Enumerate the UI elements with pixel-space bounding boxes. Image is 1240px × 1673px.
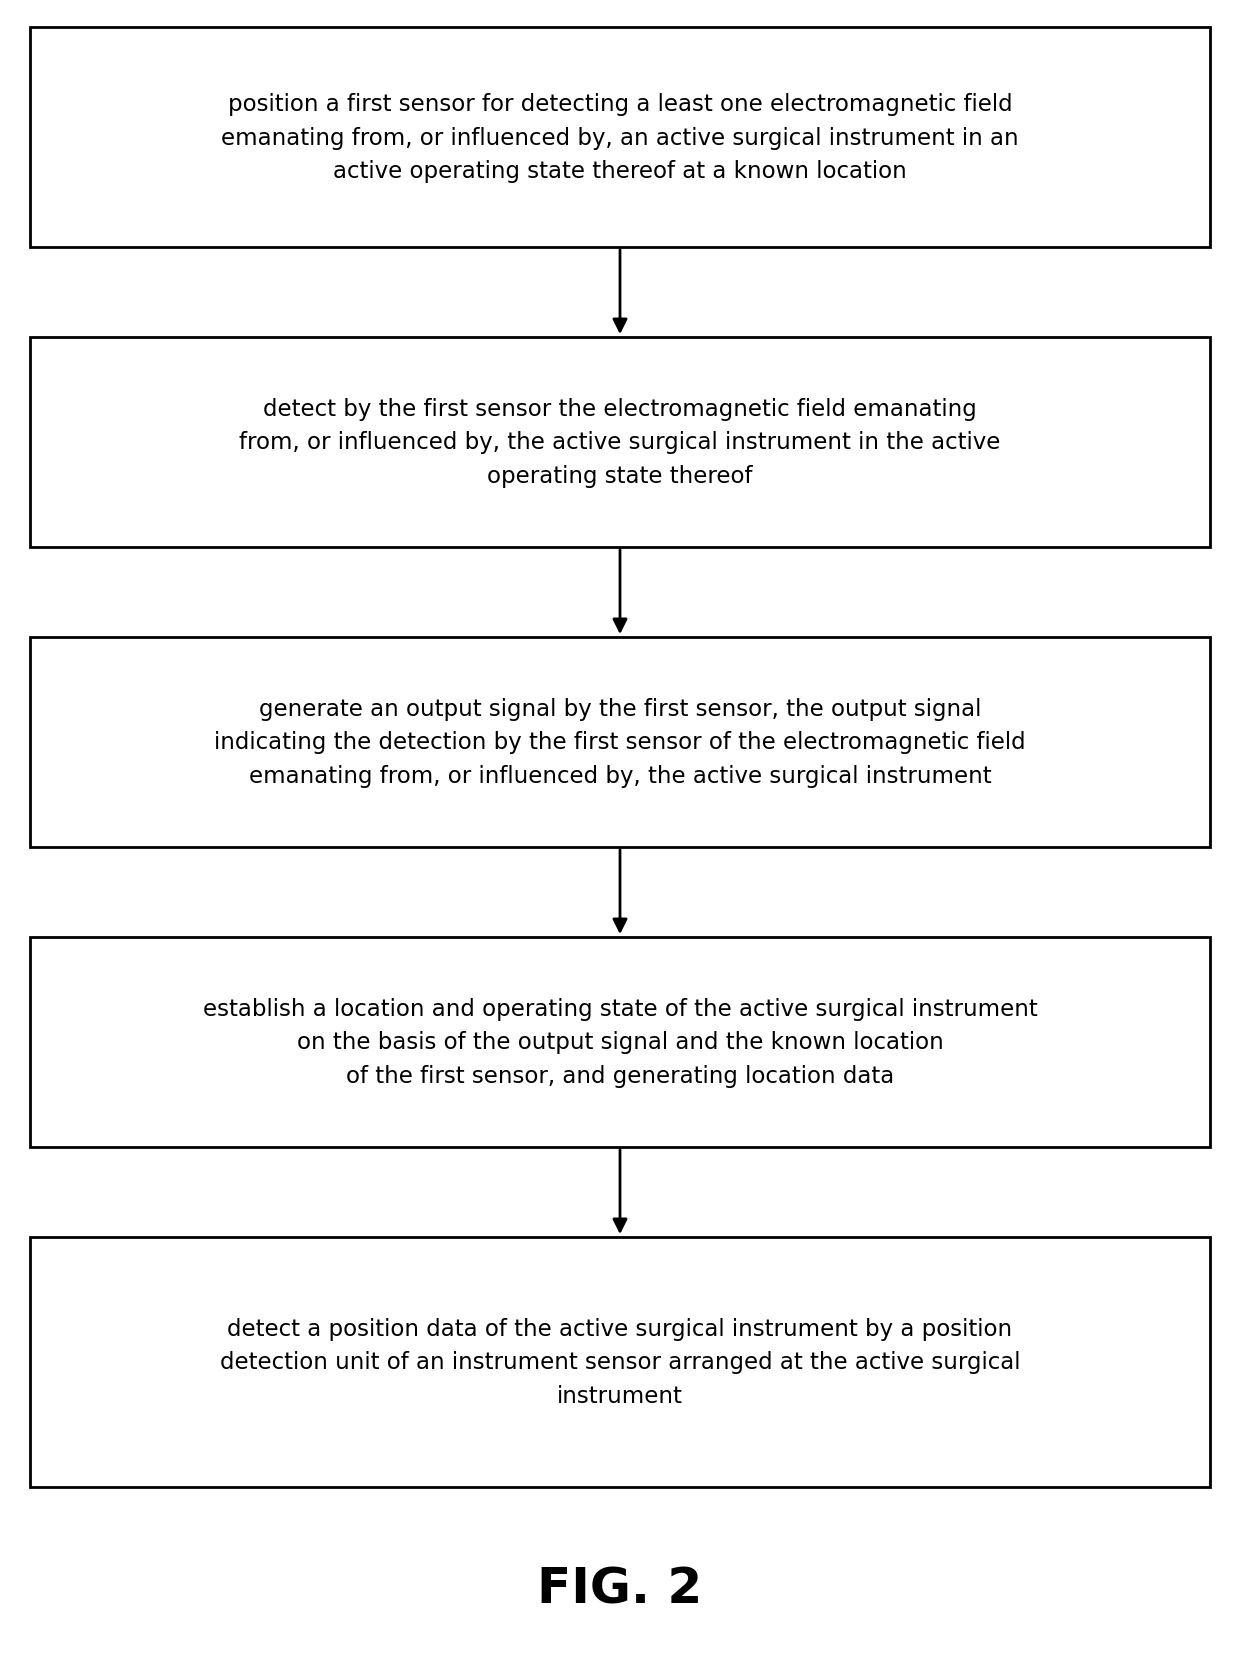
Text: generate an output signal by the first sensor, the output signal
indicating the : generate an output signal by the first s… <box>215 698 1025 788</box>
Text: detect a position data of the active surgical instrument by a position
detection: detect a position data of the active sur… <box>219 1317 1021 1407</box>
Bar <box>30 28 1210 248</box>
Text: establish a location and operating state of the active surgical instrument
on th: establish a location and operating state… <box>202 997 1038 1087</box>
Bar <box>30 1238 1210 1487</box>
Bar <box>30 637 1210 848</box>
Bar <box>30 937 1210 1148</box>
Text: detect by the first sensor the electromagnetic field emanating
from, or influenc: detect by the first sensor the electroma… <box>239 398 1001 489</box>
Text: FIG. 2: FIG. 2 <box>537 1564 703 1613</box>
Bar <box>30 338 1210 547</box>
Text: position a first sensor for detecting a least one electromagnetic field
emanatin: position a first sensor for detecting a … <box>221 92 1019 182</box>
